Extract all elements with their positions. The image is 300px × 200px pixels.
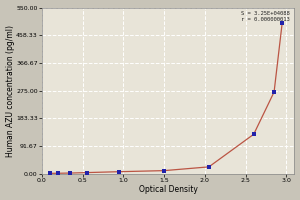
Point (162, 169, 167, 172)
Point (206, 165, 211, 168)
Point (56, 172, 61, 175)
X-axis label: Optical Density: Optical Density (139, 185, 198, 194)
Text: S = 3.25E+04088
r = 0.000000013: S = 3.25E+04088 r = 0.000000013 (241, 11, 290, 22)
Point (117, 170, 122, 173)
Point (280, 21, 285, 24)
Point (251, 133, 256, 136)
Y-axis label: Human AZU concentration (pg/ml): Human AZU concentration (pg/ml) (6, 25, 15, 157)
Point (272, 90, 277, 94)
Point (48, 172, 52, 175)
Point (68, 171, 73, 175)
Point (84, 171, 89, 174)
